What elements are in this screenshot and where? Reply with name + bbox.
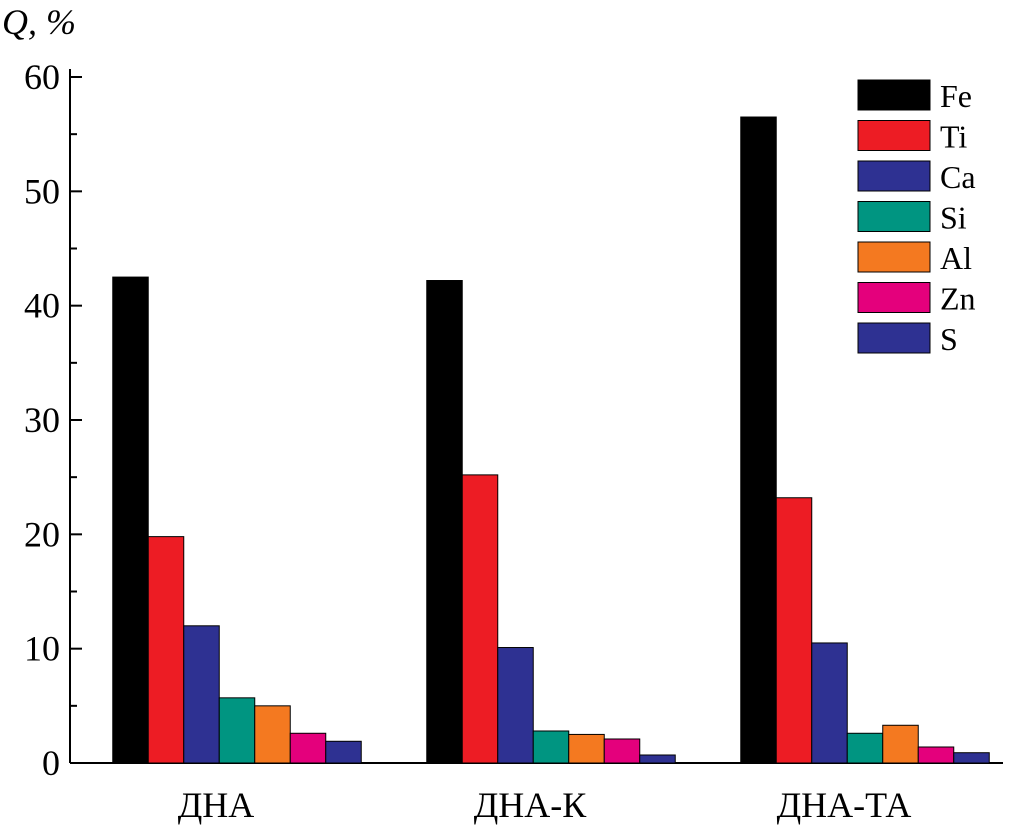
legend-label-ti: Ti (940, 119, 967, 155)
category-labels: ДНА ДНА-К ДНА-ТА (178, 785, 912, 825)
y-tick-label: 10 (24, 629, 60, 669)
bar-si-2 (532, 730, 570, 764)
legend-swatch-ca (857, 160, 931, 192)
legend-swatch-zn (857, 282, 931, 313)
legend: Fe Ti Ca Si Al Zn S (857, 78, 976, 357)
bar-ti-1 (147, 536, 185, 764)
bar-fe-3 (740, 116, 777, 764)
legend-swatch-s (857, 322, 931, 354)
y-tick-label: 60 (24, 57, 60, 97)
legend-label-al: Al (940, 240, 972, 276)
legend-label-s: S (940, 321, 958, 357)
bar-s-2 (639, 754, 676, 764)
legend-swatch-si (857, 201, 931, 232)
y-tick-label: 0 (42, 743, 60, 783)
y-tick-label: 40 (24, 286, 60, 326)
bar-ca-3 (811, 642, 848, 764)
bar-s-3 (953, 752, 990, 764)
bar-ti-2 (461, 474, 499, 764)
y-tick-label: 50 (24, 171, 60, 211)
bar-ca-2 (497, 647, 534, 764)
legend-swatch-ti (857, 120, 931, 151)
bar-zn-2 (603, 738, 641, 764)
y-tick-label: 20 (24, 514, 60, 554)
y-tick-label: 30 (24, 400, 60, 440)
legend-label-fe: Fe (940, 78, 972, 114)
bar-al-3 (882, 724, 919, 764)
bar-si-1 (218, 697, 256, 764)
legend-label-ca: Ca (940, 159, 976, 195)
bar-zn-1 (289, 732, 327, 764)
bar-fe-2 (426, 280, 463, 764)
legend-label-si: Si (940, 200, 967, 236)
bar-al-1 (254, 705, 291, 764)
bar-ti-3 (775, 497, 813, 764)
bar-si-3 (846, 732, 884, 764)
category-label: ДНА-К (474, 785, 588, 825)
bar-al-2 (568, 733, 605, 764)
legend-swatch-al (857, 241, 931, 273)
legend-label-zn: Zn (940, 281, 976, 317)
y-axis-label: Q, % (2, 2, 76, 42)
category-label: ДНА (178, 785, 255, 825)
bar-ca-1 (183, 625, 220, 764)
category-label: ДНА-ТА (777, 785, 912, 825)
bar-fe-1 (112, 276, 149, 764)
bar-s-1 (325, 740, 362, 764)
legend-swatch-fe (857, 79, 931, 111)
bar-zn-3 (917, 746, 955, 764)
bars (112, 116, 990, 764)
